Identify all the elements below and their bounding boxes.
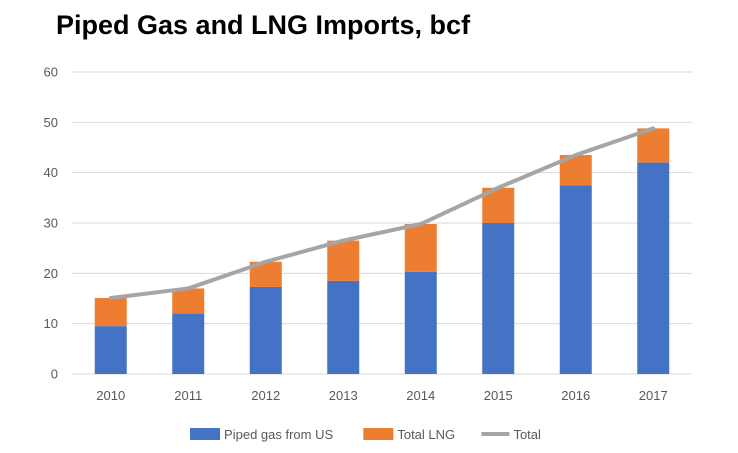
legend-swatch-piped-gas	[190, 428, 221, 440]
bar-piped-gas	[94, 326, 127, 374]
bar-piped-gas	[249, 286, 282, 374]
y-tick-label: 40	[44, 165, 58, 180]
chart-title: Piped Gas and LNG Imports, bcf	[56, 10, 471, 40]
y-tick-label: 60	[44, 65, 58, 80]
bar-piped-gas	[327, 280, 360, 374]
x-tick-label: 2013	[329, 388, 358, 403]
legend-label: Total LNG	[397, 427, 455, 442]
x-tick-label: 2010	[96, 388, 125, 403]
y-tick-label: 20	[44, 266, 58, 281]
x-tick-label: 2016	[561, 388, 590, 403]
legend-label: Total	[513, 427, 541, 442]
y-tick-label: 50	[44, 115, 58, 130]
line-total	[108, 126, 656, 300]
legend-label: Piped gas from US	[224, 427, 333, 442]
bar-total-lng	[404, 224, 437, 272]
bar-total-lng	[94, 297, 127, 327]
x-tick-label: 2015	[484, 388, 513, 403]
bar-total-lng	[327, 240, 360, 281]
bar-piped-gas	[559, 185, 592, 374]
x-tick-label: 2012	[251, 388, 280, 403]
y-tick-label: 0	[51, 367, 58, 382]
y-tick-label: 10	[44, 316, 58, 331]
x-tick-label: 2017	[639, 388, 668, 403]
bar-total-lng	[172, 288, 205, 314]
bar-piped-gas	[482, 223, 515, 374]
legend: Piped gas from US Total LNG Total	[190, 427, 541, 442]
y-tick-label: 30	[44, 216, 58, 231]
x-tick-label: 2011	[174, 388, 202, 403]
bar-piped-gas	[404, 271, 437, 374]
bar-piped-gas	[637, 162, 670, 374]
legend-swatch-total-lng	[363, 428, 394, 440]
x-tick-label: 2014	[406, 388, 435, 403]
bar-piped-gas	[172, 313, 205, 374]
